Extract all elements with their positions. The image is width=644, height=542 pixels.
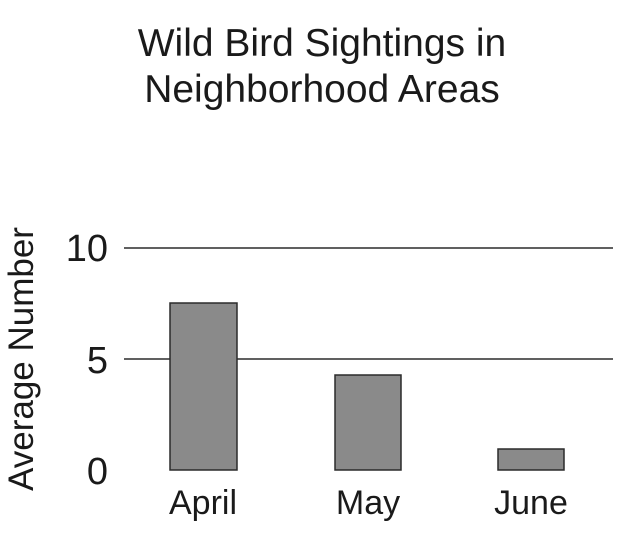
svg-text:Average Number: Average Number <box>2 227 41 491</box>
svg-text:April: April <box>169 484 237 522</box>
svg-text:5: 5 <box>87 340 108 382</box>
svg-text:May: May <box>336 484 400 522</box>
svg-text:June: June <box>494 484 568 522</box>
svg-text:0: 0 <box>87 451 108 493</box>
svg-text:10: 10 <box>66 228 108 270</box>
